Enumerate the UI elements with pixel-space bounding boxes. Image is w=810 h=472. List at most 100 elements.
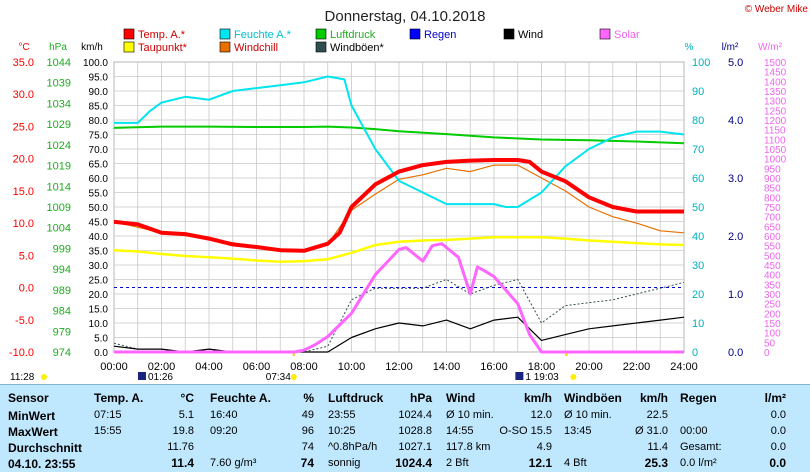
stat-value: 0.0 [769,456,786,470]
stat-label: 2 Bft [446,457,469,469]
stat-label: sonnig [328,457,361,469]
chart-title: Donnerstag, 04.10.2018 [325,8,486,25]
stat-value: 0.0 [770,409,786,421]
y-tick-label: 600 [764,232,781,243]
y-tick-label: 1300 [764,97,787,108]
row-label: Sensor [8,391,49,405]
stat-value: 0.0 [770,425,786,437]
y-tick-label: 50 [692,202,704,214]
y-tick-label: 80 [692,115,704,127]
y-tick-label: 40 [692,231,704,243]
col-unit: km/h [523,391,552,405]
stat-value: 5.1 [178,409,194,421]
y-tick-label: 65.0 [89,160,109,171]
legend-swatch [599,28,611,40]
y-tick-label: 95.0 [89,73,109,84]
stat-label: 14:55 [446,425,474,437]
col-header: Wind [446,391,476,405]
stats-col-press: Luftdruck hPa 23:55 1024.4 10:25 1028.8 ^0.8hP… [328,385,438,472]
y-tick-label: 1100 [764,135,786,146]
legend-label: Temp. A.* [138,29,186,41]
col-header: Regen [680,391,717,405]
y-tick-label: 5.0 [19,250,34,262]
x-tick-label: 06:00 [243,361,271,373]
stat-value: O-SO 15.5 [499,425,552,437]
legend-label: Taupunkt* [138,42,188,54]
y-tick-label: 100 [692,57,710,69]
stat-label: Ø 10 min. [564,409,612,421]
axis-unit-label: l/m² [722,42,739,53]
y-tick-label: 979 [53,326,71,338]
y-tick-label: 50.0 [89,203,109,214]
chart-legend: Temp. A.* Feuchte A.* Luftdruck Regen Wind So… [123,28,640,54]
y-tick-label: 200 [764,309,781,320]
credit-label: © Weber Mike [745,4,809,15]
y-tick-label: 500 [764,251,781,262]
legend-label: Luftdruck [330,29,376,41]
y-tick-label: 750 [764,203,781,214]
y-tick-label: 1.0 [728,289,743,301]
y-tick-label: 30.0 [13,89,34,101]
y-tick-label: 75.0 [89,131,109,142]
y-tick-label: 1004 [47,223,71,235]
stat-label: 117.8 km [446,441,491,453]
y-tick-label: 900 [764,174,781,185]
legend-label: Solar [614,29,640,41]
axis-unit-label: °C [18,42,29,53]
y-tick-label: 20.0 [89,290,109,301]
col-unit: hPa [409,391,432,405]
y-tick-label: 10 [692,318,704,330]
y-tick-label: 50 [764,338,776,349]
stat-label: 16:40 [210,409,238,421]
stat-value: 96 [301,425,314,437]
y-tick-label: 150 [764,319,781,330]
y-tick-label: 1500 [764,58,787,69]
y-tick-label: 45.0 [89,218,109,229]
x-tick-label: 20:00 [575,361,603,373]
y-tick-label: 5.0 [94,334,108,345]
y-tick-label: 35.0 [89,247,109,258]
stat-label: 23:55 [328,409,356,421]
x-tick-label: 22:00 [623,361,651,373]
axis-unit-label: km/h [81,42,103,53]
col-header: Temp. A. [94,391,144,405]
legend-label: Windböen* [330,42,385,54]
stats-col-wind: Wind km/h Ø 10 min. 12.0 14:55 O-SO 15.5 117.8… [446,385,558,472]
legend-swatch [123,41,135,53]
stat-label: 07:15 [94,409,122,421]
chart-axes: 35.0 30.0 25.0 20.0 15.0 10.0 5.0 0.0 -5.0 -10.0 °… [9,42,787,383]
stat-value: 12.0 [530,409,552,421]
x-tick-label: 24:00 [670,361,698,373]
y-tick-label: 1024 [47,140,71,152]
stat-value: 11.76 [167,441,194,453]
y-tick-label: 1014 [47,181,71,193]
legend-swatch [503,28,515,40]
stat-label: 00:00 [680,425,708,437]
series-solar [114,242,684,354]
y-tick-label: 40.0 [89,232,109,243]
stat-label: 10:25 [328,425,356,437]
stat-label: 13:45 [564,425,592,437]
stat-value: 0.0 [770,441,786,453]
moonrise-icon [137,372,146,380]
y-tick-label: 1050 [764,145,787,156]
col-header: Feuchte A. [210,391,271,405]
legend-label: Feuchte A.* [234,29,292,41]
legend-swatch [219,41,231,53]
stat-value: 12.1 [528,456,552,470]
moonset-icon [515,372,524,380]
x-tick-label: 04:00 [195,361,223,373]
series-luftdruck [113,125,685,145]
y-tick-label: 3.0 [728,173,743,185]
stats-col-temp: Temp. A. °C 07:15 5.1 15:55 19.8 11.76 11.4 [94,385,200,472]
y-tick-label: 974 [53,347,71,359]
y-tick-label: 10.0 [13,218,34,230]
legend-swatch [315,28,327,40]
stat-value: 49 [301,409,314,421]
stats-col-gust: Windböen km/h Ø 10 min. 22.5 13:45 Ø 31.0 11.4… [564,385,674,472]
y-tick-label: 20.0 [13,154,34,166]
stat-value: Ø 31.0 [634,425,668,437]
x-tick-label: 10:00 [338,361,366,373]
stat-value: 1027.1 [398,441,432,453]
stat-value: 11.4 [171,456,194,470]
